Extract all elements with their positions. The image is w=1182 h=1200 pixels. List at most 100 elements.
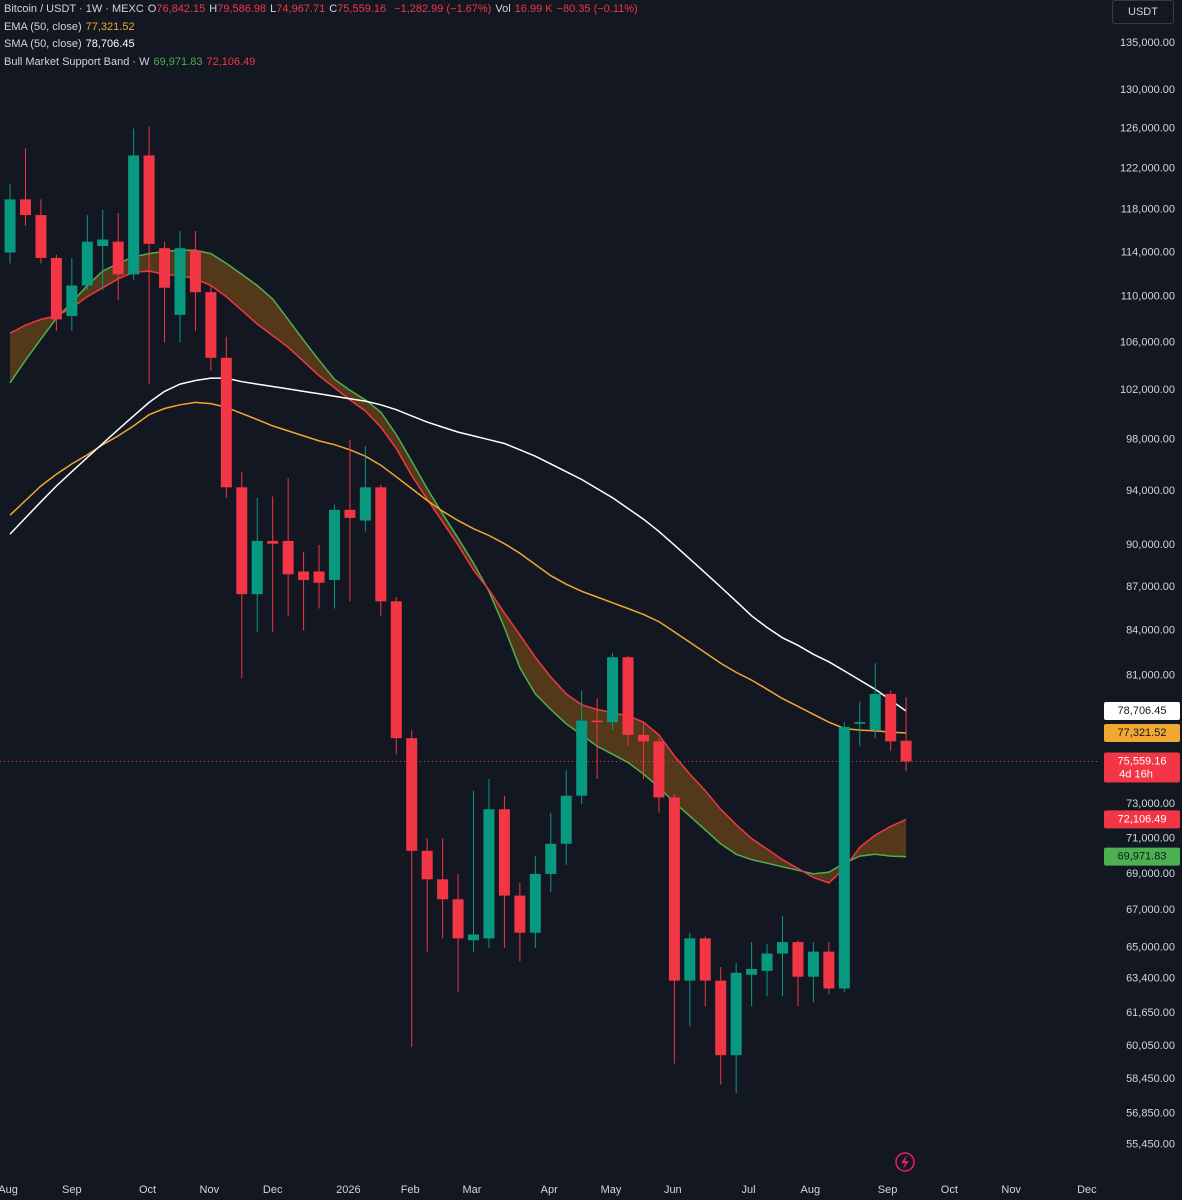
candle-body bbox=[838, 726, 850, 989]
candle-body bbox=[251, 540, 263, 595]
x-tick-label: Oct bbox=[941, 1184, 958, 1196]
candle-body bbox=[344, 509, 356, 518]
y-tick-label: 56,850.00 bbox=[1126, 1108, 1175, 1120]
legend-ema[interactable]: EMA (50, close) 77,321.52 bbox=[4, 19, 642, 37]
candle-body bbox=[761, 953, 773, 971]
candle-body bbox=[823, 951, 835, 989]
y-tick-label: 55,450.00 bbox=[1126, 1138, 1175, 1150]
candle-body bbox=[777, 942, 789, 954]
x-tick-label: Dec bbox=[263, 1184, 283, 1196]
legend-value: 78,706.45 bbox=[85, 38, 135, 50]
candle-body bbox=[313, 571, 325, 583]
y-tick-label: 122,000.00 bbox=[1120, 162, 1175, 174]
legend-sma[interactable]: SMA (50, close) 78,706.45 bbox=[4, 36, 642, 54]
candle-body bbox=[4, 199, 16, 253]
x-tick-label: Dec bbox=[1077, 1184, 1097, 1196]
ohlc-key: O bbox=[147, 3, 157, 15]
y-tick-label: 71,000.00 bbox=[1126, 832, 1175, 844]
price-tag-label: 69,971.83 bbox=[1118, 851, 1167, 863]
y-tick-label: 135,000.00 bbox=[1120, 37, 1175, 49]
y-tick-label: 61,650.00 bbox=[1126, 1007, 1175, 1019]
candle-body bbox=[560, 795, 572, 844]
currency-button[interactable]: USDT bbox=[1112, 0, 1174, 24]
y-tick-label: 84,000.00 bbox=[1126, 624, 1175, 636]
candle-body bbox=[885, 693, 897, 742]
candle-body bbox=[653, 741, 665, 798]
candle-body bbox=[143, 155, 155, 244]
price-tag-label: 75,559.16 bbox=[1118, 755, 1167, 767]
volume-key: Vol bbox=[495, 3, 511, 15]
x-tick-label: Jun bbox=[664, 1184, 682, 1196]
candle-body bbox=[205, 292, 217, 358]
candle-body bbox=[684, 938, 696, 981]
candle-body bbox=[406, 738, 418, 851]
price-tag bbox=[1104, 752, 1180, 783]
ohlc-value: 79,586.98 bbox=[217, 3, 267, 15]
candle-body bbox=[97, 239, 109, 247]
y-tick-label: 102,000.00 bbox=[1120, 384, 1175, 396]
candle-body bbox=[112, 241, 124, 275]
band-line bbox=[9, 249, 907, 875]
y-tick-label: 106,000.00 bbox=[1120, 336, 1175, 348]
price-tag-label: 78,706.45 bbox=[1118, 705, 1167, 717]
symbol[interactable]: Bitcoin / USDT · 1W · MEXC bbox=[4, 3, 144, 15]
candle-body bbox=[189, 250, 201, 293]
candle-body bbox=[637, 734, 649, 742]
countdown-label: 4d 16h bbox=[1119, 768, 1153, 780]
volume-change: −80.35 (−0.11%) bbox=[556, 3, 638, 15]
legend-value: 69,971.83 bbox=[153, 55, 203, 68]
candle-body bbox=[483, 809, 495, 939]
y-tick-label: 58,450.00 bbox=[1126, 1073, 1175, 1085]
candle-body bbox=[792, 942, 804, 977]
candle-body bbox=[159, 248, 171, 288]
candle-body bbox=[869, 693, 881, 731]
y-tick-label: 94,000.00 bbox=[1126, 485, 1175, 497]
ohlc: O76,842.15 H79,586.98 L74,967.71 C75,559.16 bbox=[148, 3, 390, 15]
candle-body bbox=[514, 895, 526, 933]
candle-body bbox=[715, 980, 727, 1056]
candle-body bbox=[421, 850, 433, 880]
candle-body bbox=[375, 487, 387, 602]
ohlc-key: L bbox=[270, 3, 277, 15]
x-tick-label: Feb bbox=[401, 1184, 420, 1196]
y-tick-label: 130,000.00 bbox=[1120, 84, 1175, 96]
candle-body bbox=[746, 968, 758, 975]
indicator-line bbox=[9, 401, 907, 734]
x-tick-label: Aug bbox=[801, 1184, 821, 1196]
y-tick-label: 63,400.00 bbox=[1126, 973, 1175, 985]
change: −1,282.99 (−1.67%) bbox=[394, 3, 492, 15]
y-tick-label: 60,050.00 bbox=[1126, 1040, 1175, 1052]
y-tick-label: 73,000.00 bbox=[1126, 798, 1175, 810]
x-tick-label: Nov bbox=[200, 1184, 220, 1196]
candle-body bbox=[900, 740, 912, 762]
candle-body bbox=[437, 879, 449, 900]
candle-body bbox=[19, 199, 31, 216]
lightning-icon[interactable] bbox=[895, 1152, 915, 1172]
candle-body bbox=[576, 720, 588, 796]
x-tick-label: 2026 bbox=[336, 1184, 360, 1196]
volume: 16.99 K bbox=[514, 3, 553, 15]
price-tag bbox=[1104, 723, 1180, 742]
candle-body bbox=[35, 215, 47, 258]
candle-body bbox=[452, 899, 464, 939]
candle-body bbox=[328, 509, 340, 580]
candle-body bbox=[591, 720, 603, 723]
candle-body bbox=[854, 722, 866, 724]
y-tick-label: 98,000.00 bbox=[1126, 434, 1175, 446]
legend-name: EMA (50, close) bbox=[4, 20, 82, 33]
y-tick-label: 67,000.00 bbox=[1126, 904, 1175, 916]
legend-band[interactable]: Bull Market Support Band · W 69,971.83 72,… bbox=[4, 54, 642, 72]
x-tick-label: Aug bbox=[0, 1184, 18, 1196]
candle-body bbox=[390, 601, 402, 739]
candle-body bbox=[545, 843, 557, 874]
y-tick-label: 65,000.00 bbox=[1126, 942, 1175, 954]
candle-body bbox=[622, 657, 634, 735]
candle-body bbox=[50, 257, 62, 320]
indicator-line bbox=[9, 377, 907, 712]
candle-body bbox=[267, 540, 279, 544]
y-tick-label: 114,000.00 bbox=[1121, 246, 1175, 258]
candle-body bbox=[282, 540, 294, 575]
header-line: Bitcoin / USDT · 1W · MEXC O76,842.15 H79,… bbox=[4, 1, 642, 19]
legend-value: 77,321.52 bbox=[85, 20, 135, 33]
